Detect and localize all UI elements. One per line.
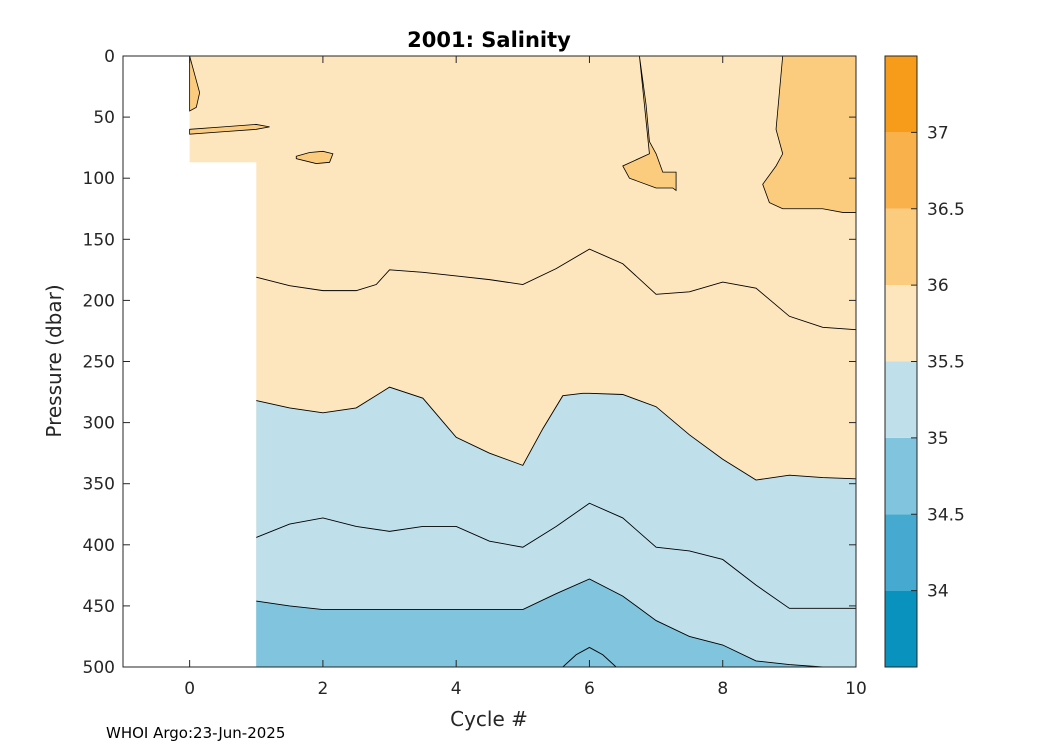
x-tick-label: 4	[451, 679, 462, 699]
y-tick-label: 150	[83, 230, 115, 250]
y-tick-label: 350	[83, 475, 115, 495]
chart-title: 2001: Salinity	[407, 28, 571, 52]
isoline-deep	[562, 646, 617, 667]
colorbar-tick-label: 37	[927, 123, 949, 143]
y-tick-label: 50	[93, 108, 115, 128]
band-36-patch-cycle0	[189, 56, 201, 112]
x-tick-label: 2	[317, 679, 328, 699]
colorbar: 34 34.5 35 35.5 36 36.5 37	[884, 55, 965, 668]
isoline-35	[256, 502, 856, 609]
y-tick-label: 0	[104, 47, 115, 67]
colorbar-segment	[885, 361, 917, 438]
footer-credit: WHOI Argo:23-Jun-2025	[106, 724, 286, 742]
y-tick-label: 200	[83, 291, 115, 311]
colorbar-tick-label: 36.5	[927, 200, 965, 220]
colorbar-segment	[885, 514, 917, 591]
y-tick-label: 300	[83, 414, 115, 434]
x-axis: 0 2 4 6 8 10	[184, 56, 867, 699]
x-tick-label: 8	[717, 679, 728, 699]
isoline-35.5	[256, 386, 856, 481]
colorbar-segment	[885, 285, 917, 362]
band-34.5-35	[256, 579, 856, 667]
band-early-profile	[189, 56, 258, 163]
colorbar-segment	[885, 437, 917, 515]
x-axis-label: Cycle #	[450, 707, 528, 731]
band-deep-patch	[562, 647, 617, 667]
band-36-patch-lens	[189, 124, 270, 135]
x-tick-label: 0	[184, 679, 195, 699]
y-axis-label: Pressure (dbar)	[42, 284, 66, 437]
colorbar-tick-label: 34	[927, 582, 949, 602]
colorbar-segment	[885, 132, 917, 209]
y-axis: 0 50 100 150 200 250 300 350 400 450 500	[83, 47, 856, 678]
x-tick-label: 10	[845, 679, 867, 699]
y-tick-label: 400	[83, 536, 115, 556]
y-tick-label: 100	[83, 169, 115, 189]
plot-area	[122, 55, 857, 668]
isoline-36-main	[256, 248, 856, 331]
colorbar-segment	[885, 590, 917, 667]
contour-bands	[189, 56, 856, 667]
x-tick-label: 6	[584, 679, 595, 699]
band-36-patch-cycle7	[622, 56, 677, 192]
isoline-34.5	[256, 578, 856, 667]
colorbar-tick-label: 34.5	[927, 505, 965, 525]
colorbar-tick-label: 35	[927, 429, 949, 449]
band-36-patch-small	[295, 150, 334, 164]
y-tick-label: 500	[83, 658, 115, 678]
colorbar-tick-label: 35.5	[927, 353, 965, 373]
y-tick-label: 250	[83, 353, 115, 373]
colorbar-tick-label: 36	[927, 276, 949, 296]
band-36-patch-cycle9	[762, 56, 856, 213]
colorbar-segment	[885, 208, 917, 286]
y-tick-label: 450	[83, 597, 115, 617]
colorbar-segment	[885, 56, 917, 133]
